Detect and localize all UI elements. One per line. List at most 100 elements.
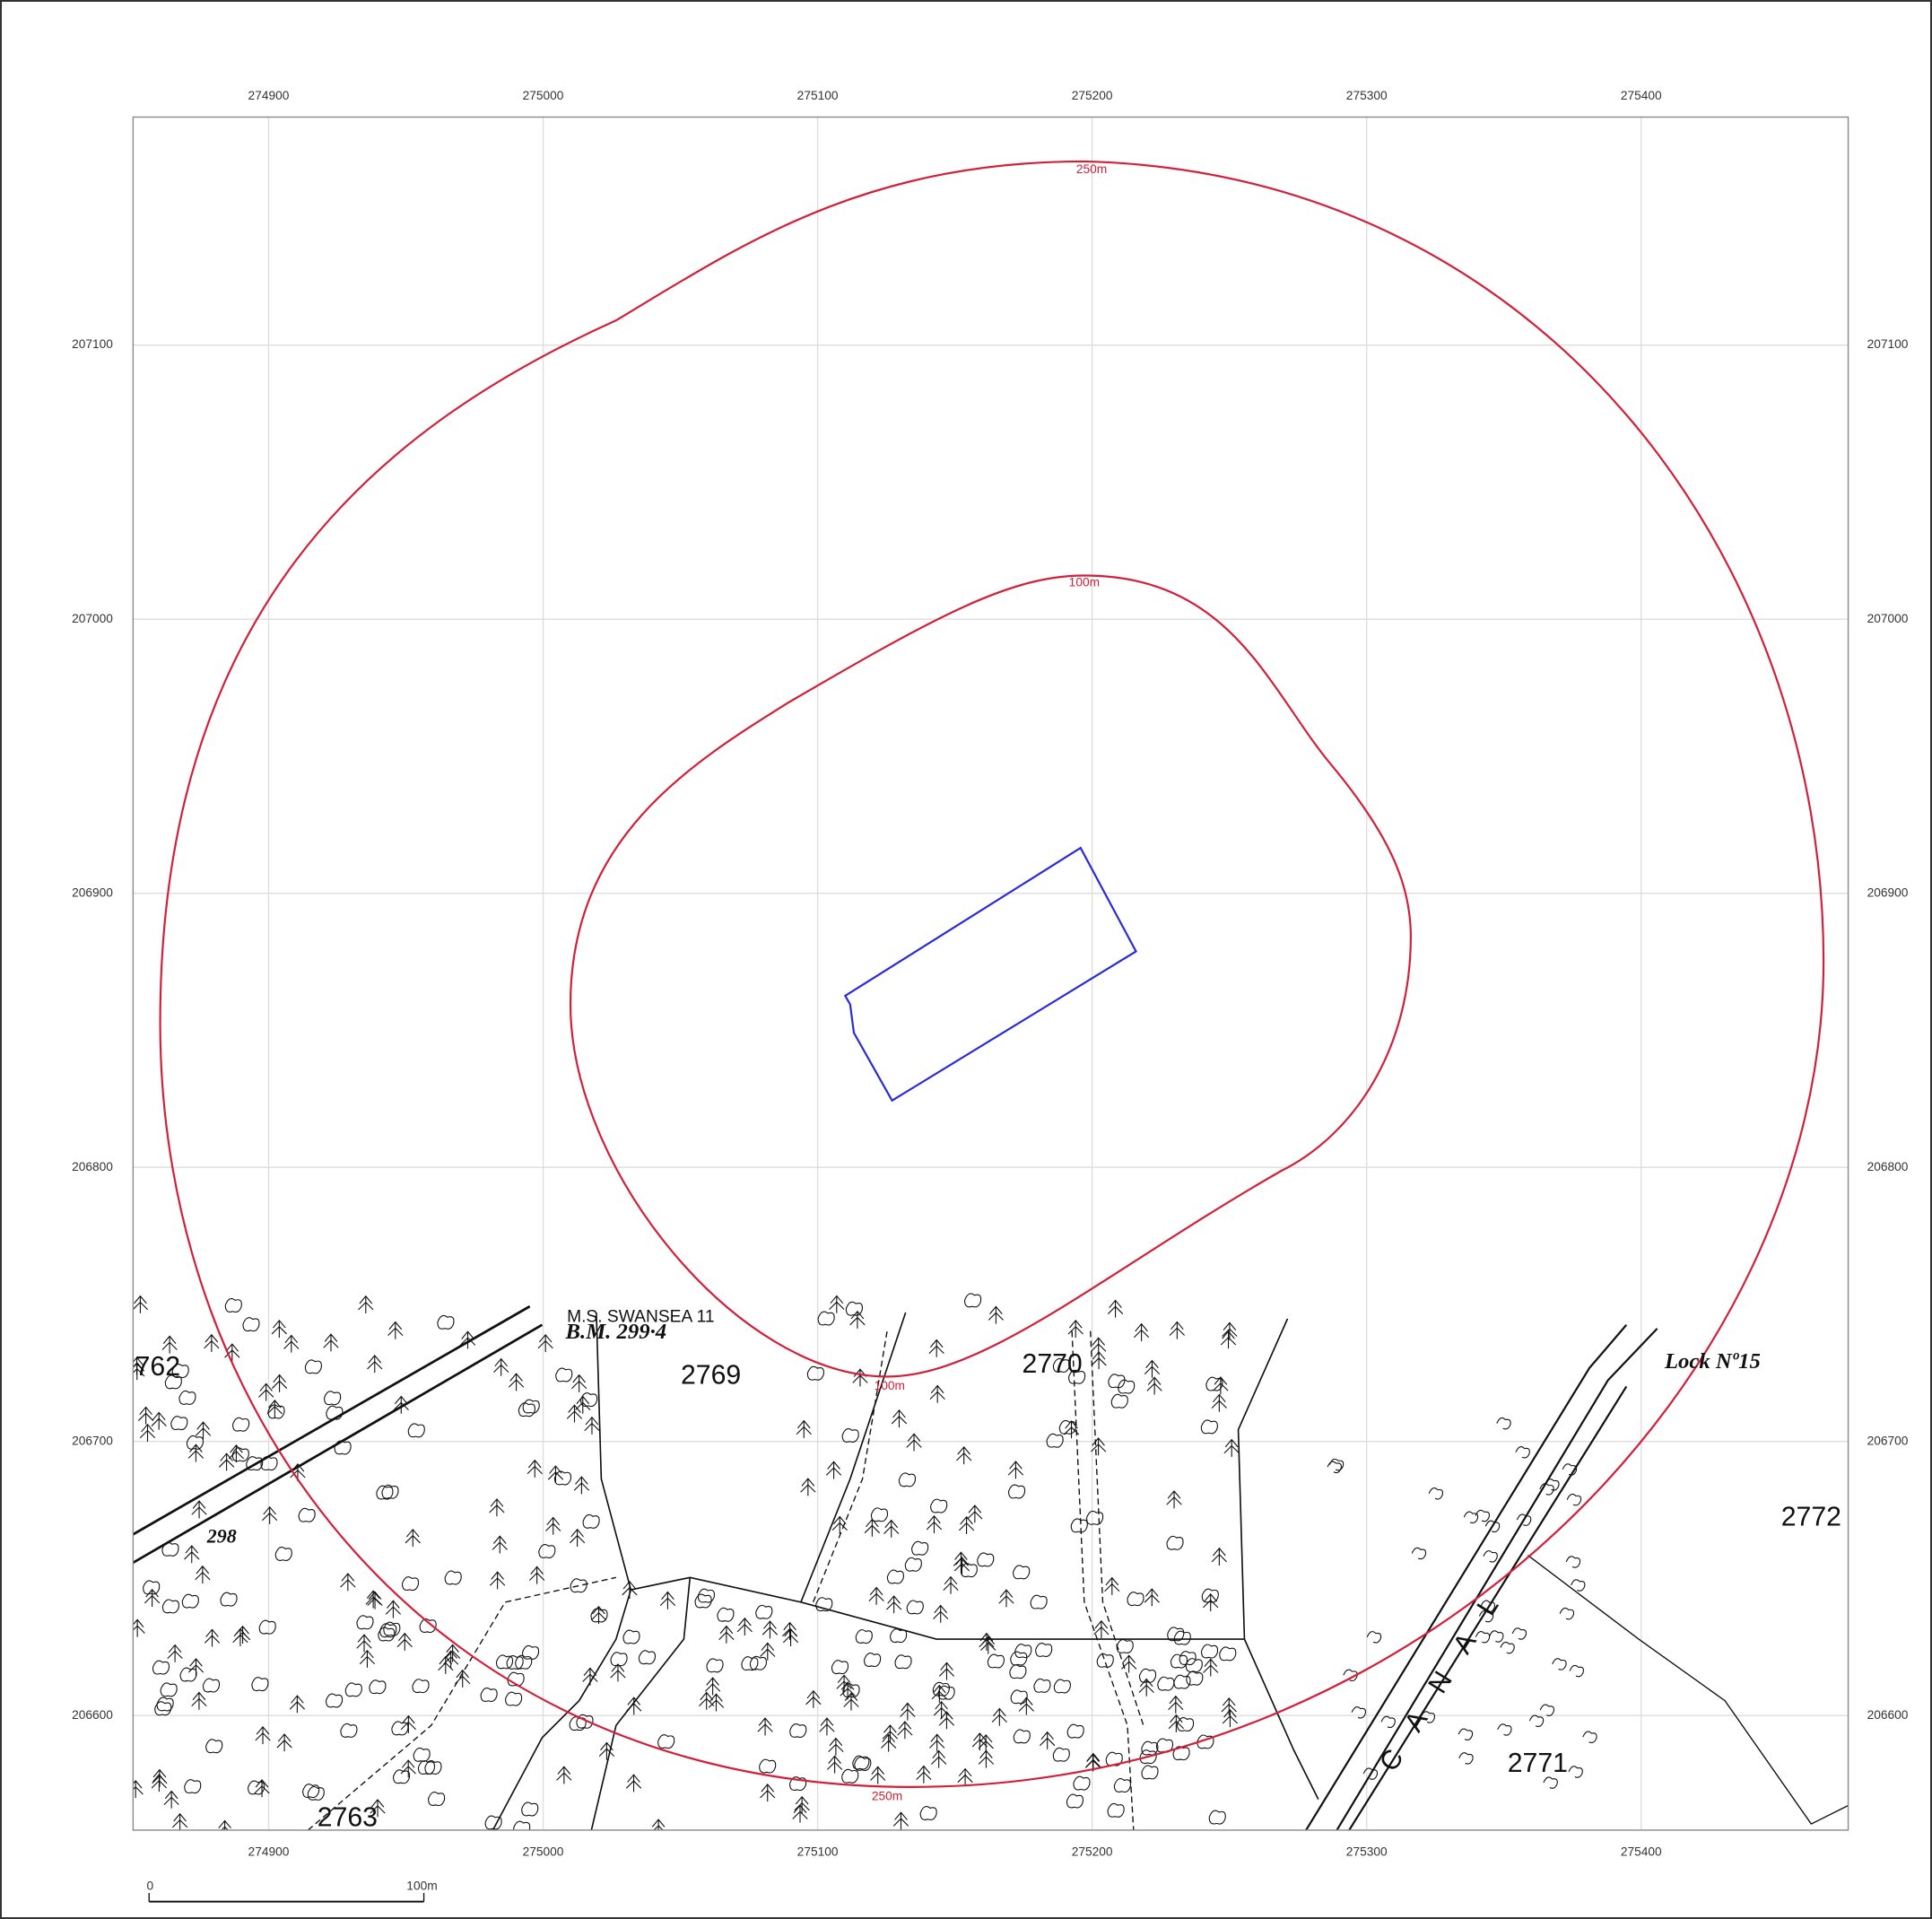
- tree-symbol: [841, 1768, 859, 1784]
- tree-symbol: [717, 1607, 735, 1622]
- tree-symbol: [1211, 1547, 1227, 1566]
- tree-symbol: [553, 1470, 572, 1486]
- x-tick-label: 275200: [1072, 89, 1113, 102]
- tree-symbol: [1528, 1714, 1545, 1728]
- tree-symbol: [933, 1604, 949, 1623]
- tree-symbol: [427, 1792, 446, 1807]
- map-label: B.M. 299·4: [565, 1320, 667, 1344]
- tree-symbol: [521, 1801, 539, 1817]
- tree-symbol: [697, 1588, 715, 1603]
- tree-symbol: [699, 1691, 715, 1710]
- x-tick-label: 274900: [248, 89, 290, 102]
- tree-symbol: [493, 1357, 509, 1376]
- tree-symbol: [828, 1737, 844, 1756]
- tree-symbol: [323, 1333, 339, 1352]
- tree-symbol: [283, 1334, 300, 1353]
- tree-symbol: [1511, 1627, 1527, 1640]
- tree-symbol: [385, 1600, 402, 1618]
- buffer-label: 100m: [875, 1379, 905, 1392]
- tree-symbol: [841, 1428, 859, 1444]
- tree-symbol: [1096, 1653, 1114, 1668]
- tree-symbol: [379, 1623, 397, 1638]
- tree-symbol: [1007, 1461, 1024, 1479]
- y-tick-label: 206700: [72, 1434, 113, 1447]
- tree-symbol: [266, 1400, 283, 1418]
- tree-symbol: [831, 1515, 848, 1534]
- tree-symbol: [1157, 1676, 1175, 1691]
- tree-symbol: [898, 1472, 917, 1487]
- tree-symbol: [657, 1734, 675, 1749]
- tree-symbol: [358, 1295, 374, 1313]
- tree-symbol: [262, 1505, 278, 1524]
- tree-symbol: [1110, 1393, 1128, 1409]
- tree-symbol: [622, 1580, 638, 1600]
- tree-symbol: [659, 1591, 676, 1609]
- tree-symbol: [1144, 1588, 1160, 1607]
- tree-symbol: [181, 1593, 199, 1609]
- tree-symbol: [1168, 1695, 1184, 1714]
- tree-symbol: [571, 1374, 587, 1392]
- tree-symbol: [1221, 1697, 1237, 1716]
- x-tick-label: 275000: [523, 89, 564, 102]
- tree-symbol: [1343, 1669, 1358, 1682]
- tree-symbol: [258, 1619, 276, 1635]
- map-label: 2763: [318, 1803, 378, 1833]
- tree-symbol: [863, 1653, 882, 1668]
- tree-symbol: [1053, 1679, 1071, 1694]
- tree-symbol: [1515, 1446, 1530, 1459]
- tree-symbol: [133, 1356, 145, 1375]
- tree-symbol: [251, 1677, 269, 1692]
- tree-symbol: [757, 1717, 773, 1736]
- tree-symbol: [736, 1617, 753, 1636]
- tree-symbol: [805, 1689, 822, 1708]
- tree-symbol: [518, 1402, 535, 1417]
- tree-symbol: [1090, 1437, 1107, 1456]
- tree-symbol: [932, 1681, 950, 1697]
- railway: [133, 1304, 544, 1565]
- tree-symbol: [694, 1593, 712, 1609]
- tree-symbol: [1222, 1709, 1239, 1728]
- tree-symbol: [938, 1662, 955, 1680]
- tree-symbol: [255, 1726, 271, 1745]
- tree-symbol: [1545, 1479, 1560, 1491]
- map-label: 2772: [1781, 1502, 1841, 1531]
- tree-symbol: [919, 1806, 937, 1821]
- tree-symbol: [988, 1305, 1005, 1324]
- y-tick-label: 207100: [72, 337, 113, 351]
- tree-symbol: [580, 1392, 598, 1408]
- tree-symbol: [760, 1642, 776, 1661]
- tree-symbol: [849, 1310, 866, 1329]
- tree-symbol: [381, 1484, 399, 1499]
- tree-symbol: [1166, 1535, 1184, 1550]
- y-tick-label: 207000: [1867, 612, 1909, 625]
- tree-symbol: [1066, 1793, 1084, 1809]
- tree-symbol: [845, 1301, 863, 1316]
- tree-symbol: [1139, 1749, 1157, 1765]
- tree-symbol: [204, 1628, 221, 1647]
- x-tick-label: 275000: [523, 1845, 564, 1858]
- tree-symbol: [419, 1618, 437, 1634]
- tree-symbol: [289, 1695, 306, 1714]
- tree-symbol: [883, 1519, 900, 1538]
- tree-symbol: [260, 1456, 278, 1471]
- tree-symbol: [796, 1419, 812, 1438]
- tree-symbol: [400, 1714, 416, 1733]
- tree-symbol: [218, 1452, 235, 1471]
- tree-symbol: [191, 1691, 207, 1710]
- tree-symbol: [171, 1364, 189, 1379]
- tree-symbol: [356, 1615, 374, 1630]
- tree-symbol: [396, 1632, 413, 1651]
- tree-symbol: [718, 1625, 735, 1644]
- tree-symbol: [161, 1335, 178, 1354]
- tree-symbol: [815, 1597, 833, 1612]
- tree-symbol: [1121, 1654, 1137, 1673]
- tree-symbol: [163, 1790, 179, 1809]
- tree-symbol: [152, 1660, 170, 1675]
- tree-symbol: [489, 1571, 506, 1590]
- tree-symbol: [930, 1498, 948, 1513]
- tree-symbol: [956, 1445, 972, 1465]
- tree-symbol: [547, 1465, 564, 1484]
- tree-symbol: [324, 1391, 342, 1406]
- site-boundary: [843, 846, 1138, 1103]
